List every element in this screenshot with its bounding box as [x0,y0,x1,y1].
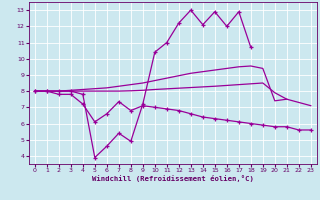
X-axis label: Windchill (Refroidissement éolien,°C): Windchill (Refroidissement éolien,°C) [92,175,254,182]
